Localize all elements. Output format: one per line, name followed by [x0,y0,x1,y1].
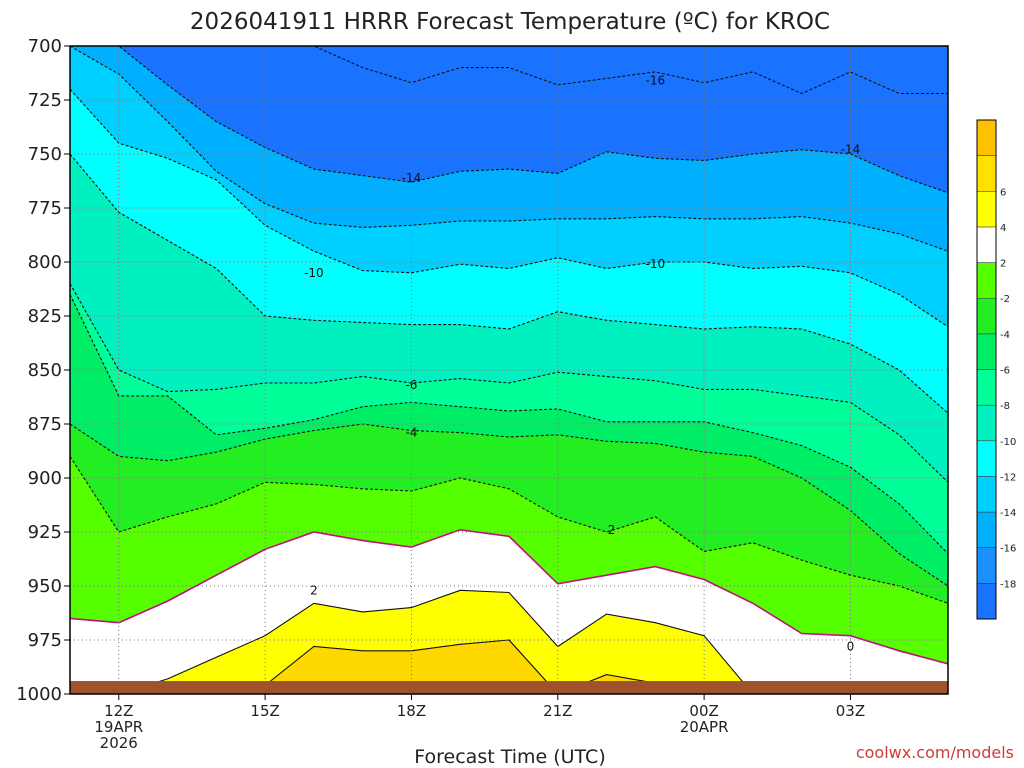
contour-line-4 [70,153,948,414]
x-tick-label: 20APR [680,718,729,736]
contour-line-11 [70,639,948,694]
contour-line-1 [70,46,948,194]
contour-line-8 [70,456,948,604]
temperature-band-11 [70,640,948,694]
colorbar-label: -10 [1000,437,1016,448]
colorbar-label: 2 [1000,259,1006,270]
colorbar-frame [976,119,997,620]
contour-label: 2 [310,583,318,597]
y-tick-label: 725 [28,90,62,111]
colorbar-segment [976,119,997,156]
colorbar-label: -12 [1000,472,1016,483]
ground-strip [70,681,948,694]
colorbar-segment [976,333,997,370]
colorbar-segment [976,369,997,406]
contour-line-7 [70,423,948,587]
x-tick-label: 03Z [836,702,865,720]
colorbar-segment [976,547,997,584]
contour-line-5 [70,283,948,483]
colorbar-label: -14 [1000,508,1016,519]
colorbar-segment [976,476,997,513]
colorbar-segment [976,191,997,228]
chart-title: 2026041911 HRRR Forecast Temperature (ºC… [190,9,830,35]
colorbar-segment [976,155,997,192]
colorbar-label: -6 [1000,366,1010,377]
contour-label: -10 [304,266,324,280]
contour-label: -6 [405,378,417,392]
contour-label: 2 [608,523,616,537]
contour-line-3 [70,88,948,328]
y-tick-label: 1000 [16,684,62,705]
colorbar-label: 6 [1000,187,1006,198]
colorbar-segment [976,404,997,442]
contour-line-9 [70,528,948,665]
contour-label: -16 [646,74,666,88]
x-tick-label: 18Z [397,702,426,720]
colorbar-segment [976,297,997,335]
y-tick-label: 775 [28,198,62,219]
x-axis-label: Forecast Time (UTC) [414,746,605,768]
contour-label: 0 [847,639,855,653]
y-tick-label: 975 [28,630,62,651]
x-tick-label: 12Z [104,702,133,720]
contour-line-6 [70,294,948,554]
x-tick-label: 19APR [94,718,143,736]
contour-label: -14 [841,143,861,157]
x-tick-label: 00Z [689,702,718,720]
colorbar-label: -8 [1000,401,1010,412]
colorbar-label: -4 [1000,330,1010,341]
y-tick-label: 800 [28,252,62,273]
contour-line-2 [70,46,948,252]
y-tick-label: 700 [28,36,62,57]
y-tick-label: 900 [28,468,62,489]
colorbar-segment [976,440,997,477]
colorbar-segment [976,226,997,263]
y-tick-label: 950 [28,576,62,597]
contour-line-0 [70,46,948,95]
contour-label: -10 [646,257,666,271]
y-tick-label: 925 [28,522,62,543]
contour-label: -4 [405,426,417,440]
colorbar-segment [976,511,997,548]
colorbar-segment [976,262,997,299]
y-tick-label: 750 [28,144,62,165]
contour-line-10 [70,589,948,694]
credit-text: coolwx.com/models [856,743,1014,762]
x-tick-label: 21Z [543,702,572,720]
plot-area: -16 -14 -14 -10 -10 -6 -4 2 2 0 [70,46,948,694]
colorbar: -18 -16 -14 -12 -10 -8 -6 -4 -2 2 4 6 [976,119,1016,620]
y-tick-label: 825 [28,306,62,327]
y-tick-label: 875 [28,414,62,435]
colorbar-segment [976,583,997,620]
y-tick-label: 850 [28,360,62,381]
colorbar-label: -2 [1000,294,1010,305]
x-tick-label: 15Z [250,702,279,720]
colorbar-label: 4 [1000,223,1006,234]
x-tick-label: 2026 [100,734,138,752]
colorbar-label: -18 [1000,579,1016,590]
contour-label: -14 [402,171,422,185]
colorbar-label: -16 [1000,544,1016,555]
